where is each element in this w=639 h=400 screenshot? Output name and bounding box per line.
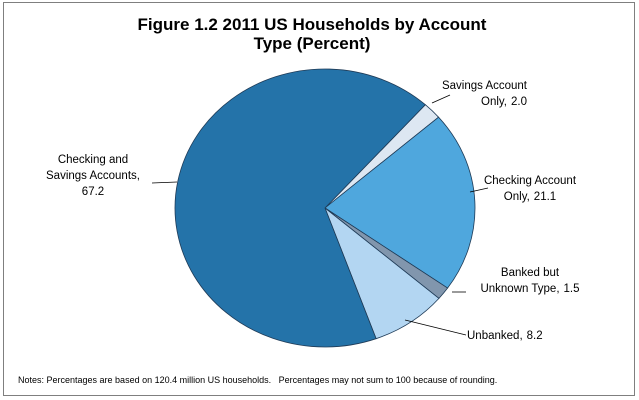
chart-title: Figure 1.2 2011 US Households by Account… [138,15,487,53]
category-label: Checking Account Only [484,175,577,203]
slice-label: Unbanked, 8.2 [467,330,543,342]
leader-lines [151,94,489,336]
leader-line [469,187,489,193]
category-label: Savings Account Only [442,80,528,108]
leader-line [151,181,178,184]
leader-line [404,319,467,336]
category-label: Unbanked [467,330,519,342]
category-label: Banked but Unknown Type [480,267,559,295]
leader-line [431,94,451,104]
value-label: 67.2 [82,186,104,198]
slice-label: Checking and Savings Accounts, 67.2 [46,154,140,198]
value-label: 8.2 [527,330,543,342]
value-label: 21.1 [534,191,556,203]
category-label: Checking and Savings Accounts [46,154,137,182]
pie-slice [324,116,476,289]
slice-label: Savings Account Only, 2.0 [442,80,528,108]
slice-label: Banked but Unknown Type, 1.5 [480,267,579,295]
value-label: 1.5 [564,283,580,295]
value-label: 2.0 [511,96,527,108]
slice-label: Checking Account Only, 21.1 [484,175,577,203]
notes: Notes: Percentages are based on 120.4 mi… [18,375,497,385]
pie-slice [174,68,426,348]
